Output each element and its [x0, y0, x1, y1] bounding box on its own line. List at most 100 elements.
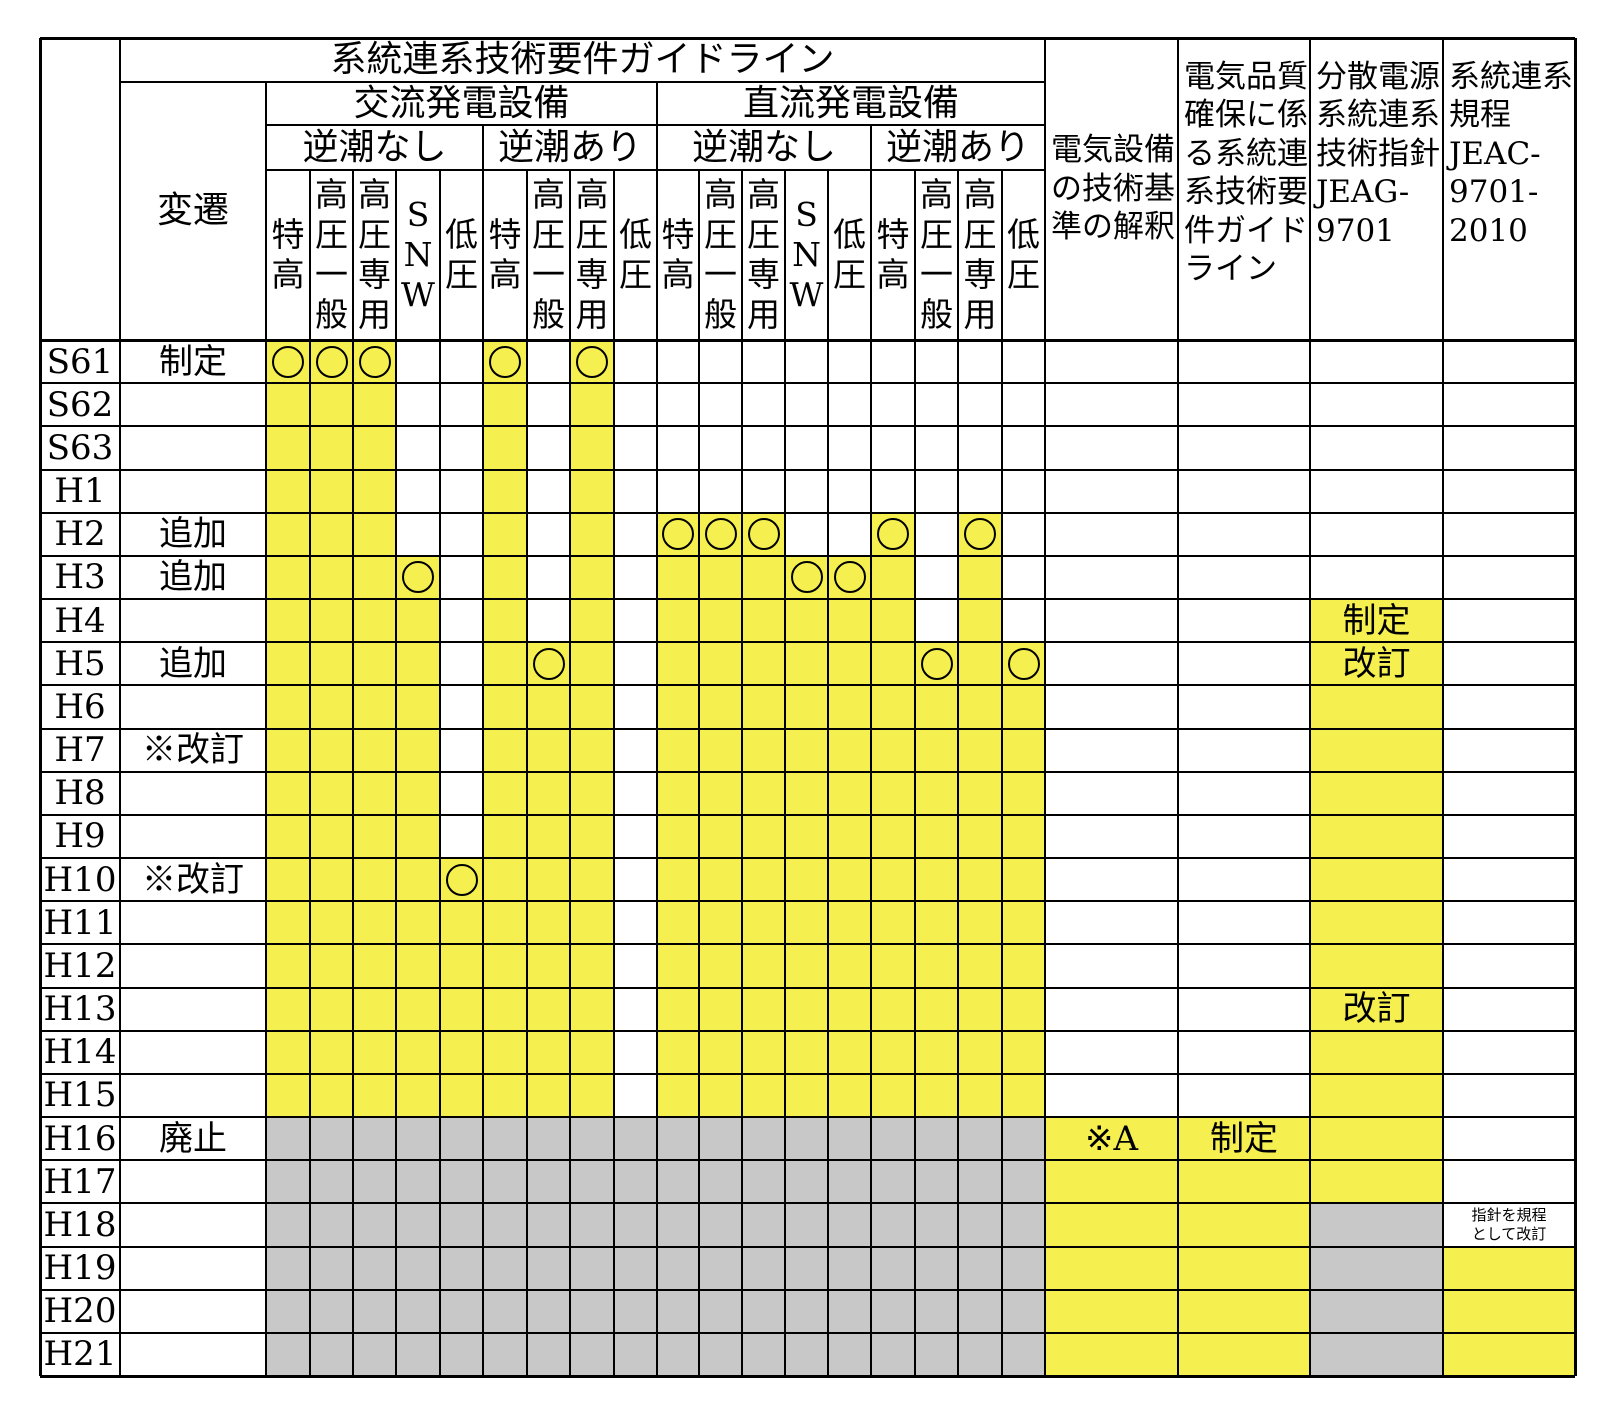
header-char: 圧: [1007, 255, 1040, 294]
header-char: 用: [747, 295, 780, 335]
change-label: [120, 470, 266, 513]
active-period-fill: [1310, 901, 1443, 945]
grid-line: [119, 38, 121, 1377]
grid-line: [40, 554, 1575, 557]
right-column-label: 制定: [1342, 600, 1411, 641]
era-label: H9: [54, 816, 106, 857]
header-char: 般: [315, 295, 348, 335]
sub-column-header: 高圧専用: [742, 170, 785, 340]
right-column-label: 指針を規程 として改訂: [1443, 1203, 1575, 1246]
grid-line: [40, 727, 1575, 730]
header-char: S: [406, 194, 430, 234]
grid-line: [120, 81, 1045, 83]
sub-column-header: 高圧専用: [353, 170, 396, 340]
era-label: H15: [43, 1075, 117, 1116]
active-period-fill: [1310, 642, 1443, 686]
header-line: 2010: [1449, 212, 1528, 249]
era-label: S63: [46, 427, 114, 468]
grid-line: [40, 986, 1575, 989]
era-label: H13: [43, 989, 117, 1030]
active-period-fill: [1178, 1246, 1310, 1290]
header-char: W: [789, 275, 824, 315]
change-label: [120, 1333, 266, 1376]
grid-line: [784, 170, 786, 1377]
circle-mark: [396, 556, 440, 599]
header-char: 圧: [747, 214, 780, 254]
header-line: 件ガイド: [1184, 212, 1308, 249]
change-label: [120, 1290, 266, 1333]
change-label: ※改訂: [142, 730, 244, 771]
active-period-fill: [1178, 1203, 1310, 1247]
era-label: H12: [43, 945, 117, 986]
grid-line: [870, 125, 872, 1377]
circle-mark: [958, 513, 1002, 556]
circle-mark: [483, 340, 527, 383]
circle-icon: [920, 647, 953, 680]
grid-line: [613, 170, 615, 1377]
change-label: [120, 426, 266, 469]
header-char: 高: [963, 174, 997, 214]
header-char: S: [795, 194, 818, 234]
grid-line: [40, 770, 1575, 773]
grid-line: [569, 170, 571, 1377]
grid-line: [40, 1159, 1575, 1162]
header-char: 圧: [575, 214, 609, 254]
header-char: 一: [532, 255, 565, 294]
grid-line: [40, 468, 1575, 471]
change-label: [120, 1074, 266, 1117]
grid-line: [40, 641, 1575, 644]
header-line: の技術基: [1051, 170, 1175, 207]
grid-line: [38, 38, 42, 1377]
inactive-period-fill: [1310, 1332, 1443, 1377]
era-label: H6: [54, 686, 106, 727]
grid-line: [40, 857, 1575, 860]
sub-column-header: 高圧一般: [699, 170, 742, 340]
grid-line: [40, 1029, 1575, 1032]
circle-mark: [785, 556, 828, 599]
circle-icon: [877, 518, 909, 551]
circle-icon: [662, 518, 694, 551]
bunsan-header: 分散電源 系統連系 技術指針 JEAG- 9701: [1310, 38, 1443, 340]
header-char: 高: [532, 174, 565, 214]
era-label: H10: [43, 859, 117, 900]
grid-line: [1177, 38, 1179, 1377]
grid-line: [40, 598, 1575, 601]
dc-no-reverse-title: 逆潮なし: [691, 126, 836, 168]
header-char: 圧: [619, 255, 652, 294]
sub-column-header: 低圧: [440, 170, 483, 340]
sub-column-header: 特高: [871, 170, 915, 340]
circle-icon: [489, 345, 521, 378]
circle-icon: [358, 345, 391, 378]
header-char: 圧: [532, 214, 565, 254]
change-column-header: 変遷: [156, 190, 229, 231]
header-char: 一: [315, 255, 348, 294]
grid-line: [914, 170, 916, 1377]
grid-line: [309, 170, 311, 1377]
grid-line: [827, 170, 829, 1377]
active-period-fill: [1310, 599, 1443, 643]
header-line: 電気設備: [1051, 132, 1175, 169]
era-label: H8: [54, 773, 106, 814]
circle-icon: [790, 561, 823, 594]
circle-icon: [747, 518, 780, 551]
active-period-fill: [1310, 1160, 1443, 1204]
grid-line: [40, 813, 1575, 816]
active-period-fill: [1045, 1203, 1178, 1247]
circle-mark: [527, 642, 570, 685]
active-period-fill: [1310, 771, 1443, 815]
header-char: 圧: [445, 255, 478, 294]
right-column-label: ※A: [1084, 1118, 1139, 1159]
active-period-fill: [1178, 1117, 1310, 1161]
era-label: H2: [54, 514, 106, 555]
circle-mark: [353, 340, 396, 383]
change-label: [120, 944, 266, 987]
dc-title: 直流発電設備: [742, 82, 959, 124]
grid-line: [40, 338, 1575, 342]
active-period-fill: [1310, 1117, 1443, 1161]
change-label: [120, 1160, 266, 1203]
era-label: H14: [43, 1032, 117, 1073]
grid-line: [40, 1245, 1575, 1248]
change-label: ※改訂: [142, 859, 244, 900]
change-label: [120, 383, 266, 426]
note-line: 指針を規程: [1471, 1206, 1547, 1225]
